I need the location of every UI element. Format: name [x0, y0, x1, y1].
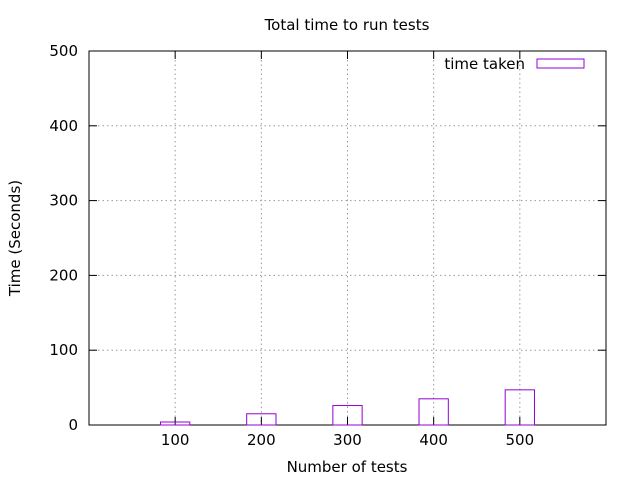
x-tick-label: 300 [333, 431, 362, 449]
bars [160, 389, 535, 426]
x-axis-ticks: 100 200 300 400 500 [161, 51, 534, 449]
bar-200 [246, 413, 277, 426]
x-tick-label: 400 [419, 431, 448, 449]
chart-title: Total time to run tests [264, 16, 430, 34]
bar-100 [160, 421, 191, 426]
y-tick-label: 200 [49, 266, 78, 284]
legend: time taken [444, 55, 585, 73]
y-tick-label: 500 [49, 42, 78, 60]
legend-label: time taken [444, 55, 525, 73]
y-axis-ticks: 0 100 200 300 400 500 [49, 42, 606, 434]
bar-500 [504, 389, 535, 426]
x-tick-label: 500 [506, 431, 535, 449]
grid [89, 51, 606, 425]
bar-300 [332, 405, 363, 426]
y-axis-label: Time (Seconds) [6, 180, 24, 297]
x-axis-label: Number of tests [287, 458, 408, 476]
y-tick-label: 100 [49, 341, 78, 359]
x-tick-label: 100 [161, 431, 190, 449]
plot-frame [88, 50, 607, 426]
y-tick-label: 300 [49, 192, 78, 210]
legend-swatch [536, 58, 585, 69]
y-tick-label: 400 [49, 117, 78, 135]
bar-400 [418, 398, 449, 426]
x-tick-label: 200 [247, 431, 276, 449]
y-tick-label: 0 [68, 416, 78, 434]
